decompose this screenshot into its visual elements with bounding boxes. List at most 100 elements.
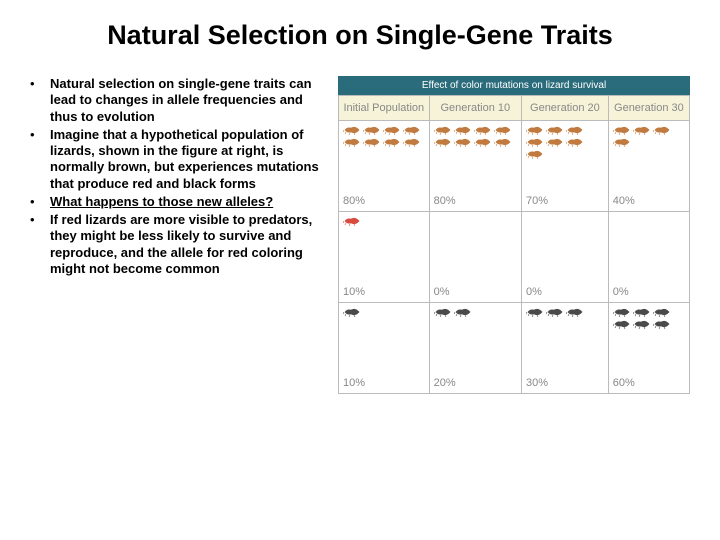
table-cell: 0% [608, 212, 689, 303]
figure-header-strip: Effect of color mutations on lizard surv… [338, 76, 690, 95]
lizard-icon [653, 319, 671, 329]
lizard-icon [546, 137, 564, 147]
lizard-icon [526, 149, 544, 159]
slide: Natural Selection on Single-Gene Traits … [0, 0, 720, 540]
lizard-icon [454, 125, 472, 135]
lizard-icon [526, 137, 544, 147]
lizard-group [613, 125, 685, 173]
lizard-icon [613, 137, 631, 147]
lizard-group [526, 307, 604, 355]
lizard-icon [653, 307, 671, 317]
lizard-icon [403, 125, 421, 135]
column-header: Generation 10 [429, 96, 521, 121]
lizard-icon [546, 125, 564, 135]
lizard-icon [474, 125, 492, 135]
lizard-icon [454, 307, 472, 317]
lizard-group [526, 216, 604, 264]
percentage-label: 30% [526, 373, 604, 389]
lizard-group [434, 216, 517, 264]
lizard-icon [363, 125, 381, 135]
lizard-icon [653, 125, 671, 135]
table-cell: 80% [339, 121, 430, 212]
lizard-icon [566, 137, 584, 147]
figure-table: Initial PopulationGeneration 10Generatio… [338, 95, 690, 394]
slide-title: Natural Selection on Single-Gene Traits [30, 20, 690, 51]
lizard-icon [434, 125, 452, 135]
lizard-icon [633, 319, 651, 329]
percentage-label: 0% [434, 282, 517, 298]
lizard-icon [494, 125, 512, 135]
percentage-label: 80% [343, 191, 425, 207]
bullet-item: •Natural selection on single-gene traits… [30, 76, 330, 125]
lizard-icon [566, 307, 584, 317]
percentage-label: 80% [434, 191, 517, 207]
lizard-group [613, 307, 685, 355]
bullet-marker: • [30, 194, 50, 210]
table-cell: 20% [429, 303, 521, 394]
lizard-icon [546, 307, 564, 317]
bullet-text: Imagine that a hypothetical population o… [50, 127, 330, 192]
lizard-icon [526, 125, 544, 135]
bullet-list: •Natural selection on single-gene traits… [30, 76, 330, 394]
lizard-icon [494, 137, 512, 147]
content-row: •Natural selection on single-gene traits… [30, 76, 690, 394]
lizard-group [526, 125, 604, 173]
table-row: 10% 0% 0% 0% [339, 212, 690, 303]
lizard-group [343, 216, 425, 264]
bullet-item: •What happens to those new alleles? [30, 194, 330, 210]
column-header: Generation 20 [521, 96, 608, 121]
lizard-icon [383, 125, 401, 135]
bullet-marker: • [30, 76, 50, 125]
table-cell: 0% [429, 212, 521, 303]
table-cell: 60% [608, 303, 689, 394]
lizard-icon [566, 125, 584, 135]
lizard-icon [613, 307, 631, 317]
percentage-label: 10% [343, 282, 425, 298]
table-cell: 30% [521, 303, 608, 394]
lizard-icon [434, 307, 452, 317]
percentage-label: 0% [613, 282, 685, 298]
lizard-icon [474, 137, 492, 147]
lizard-group [434, 125, 517, 173]
lizard-icon [343, 125, 361, 135]
bullet-item: •If red lizards are more visible to pred… [30, 212, 330, 277]
bullet-item: •Imagine that a hypothetical population … [30, 127, 330, 192]
bullet-text: Natural selection on single-gene traits … [50, 76, 330, 125]
percentage-label: 60% [613, 373, 685, 389]
lizard-icon [454, 137, 472, 147]
lizard-group [343, 307, 425, 355]
table-cell: 70% [521, 121, 608, 212]
figure: Effect of color mutations on lizard surv… [338, 76, 690, 394]
lizard-icon [343, 137, 361, 147]
bullet-text: What happens to those new alleles? [50, 194, 273, 210]
table-row: 80% 80% 70% 40% [339, 121, 690, 212]
lizard-icon [343, 307, 361, 317]
table-cell: 40% [608, 121, 689, 212]
table-cell: 10% [339, 212, 430, 303]
percentage-label: 40% [613, 191, 685, 207]
lizard-icon [434, 137, 452, 147]
table-cell: 0% [521, 212, 608, 303]
bullet-text: If red lizards are more visible to preda… [50, 212, 330, 277]
lizard-icon [383, 137, 401, 147]
percentage-label: 70% [526, 191, 604, 207]
table-row: 10% 20% 30% 60% [339, 303, 690, 394]
lizard-icon [633, 125, 651, 135]
percentage-label: 20% [434, 373, 517, 389]
column-header: Generation 30 [608, 96, 689, 121]
lizard-icon [526, 307, 544, 317]
lizard-icon [403, 137, 421, 147]
lizard-icon [613, 319, 631, 329]
lizard-icon [363, 137, 381, 147]
column-header: Initial Population [339, 96, 430, 121]
bullet-marker: • [30, 212, 50, 277]
lizard-icon [633, 307, 651, 317]
percentage-label: 10% [343, 373, 425, 389]
percentage-label: 0% [526, 282, 604, 298]
lizard-icon [613, 125, 631, 135]
lizard-icon [343, 216, 361, 226]
table-cell: 10% [339, 303, 430, 394]
bullet-marker: • [30, 127, 50, 192]
lizard-group [434, 307, 517, 355]
lizard-group [343, 125, 425, 173]
